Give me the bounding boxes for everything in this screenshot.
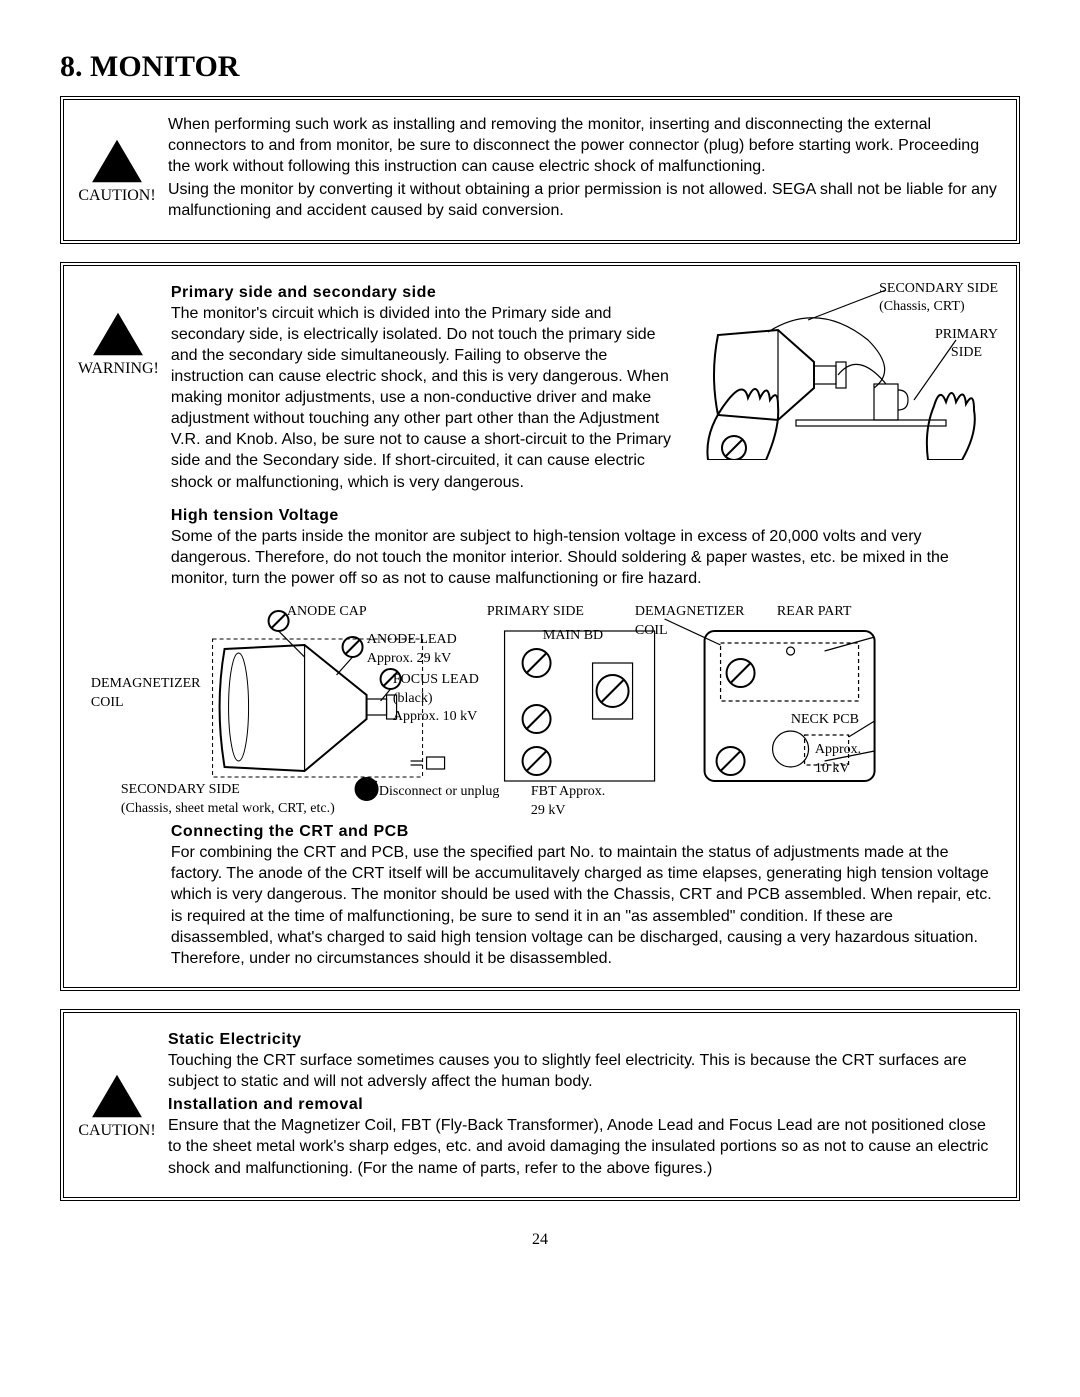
b3-s1-body: Touching the CRT surface sometimes cause… xyxy=(168,1050,998,1092)
s3-title: Connecting the CRT and PCB xyxy=(171,821,998,842)
page-number: 24 xyxy=(60,1231,1020,1249)
warning-triangle-icon xyxy=(89,310,147,358)
warning-triangle-icon xyxy=(88,1072,146,1120)
box1-p2: Using the monitor by converting it witho… xyxy=(168,179,998,221)
lbl-approx10: Approx. xyxy=(815,742,861,757)
lbl-secondary2: (Chassis, sheet metal work, CRT, etc.) xyxy=(121,801,335,816)
box2-content: Primary side and secondary side The moni… xyxy=(171,280,998,971)
diagram-crt-hands: SECONDARY SIDE (Chassis, CRT) PRIMARY SI… xyxy=(698,280,998,460)
lbl-fbt2: 29 kV xyxy=(531,803,566,818)
caution-box-2: CAUTION! Static Electricity Touching the… xyxy=(60,1009,1020,1201)
lbl-demag-l: DEMAGNETIZER xyxy=(91,676,201,691)
caution-icon-col-2: CAUTION! xyxy=(78,1027,156,1181)
s1-body: The monitor's circuit which is divided i… xyxy=(171,303,684,493)
lbl-fbt: FBT Approx. xyxy=(531,784,605,799)
warning-label: WARNING! xyxy=(78,360,159,378)
caution-label-2: CAUTION! xyxy=(78,1122,155,1140)
lbl-focus-lead3: Approx. 10 kV xyxy=(393,709,477,724)
caution-label: CAUTION! xyxy=(78,187,155,205)
lbl-focus-lead2: (black) xyxy=(393,691,433,706)
caution-box-1: CAUTION! When performing such work as in… xyxy=(60,96,1020,244)
s3-body: For combining the CRT and PCB, use the s… xyxy=(171,842,998,969)
s2-title: High tension Voltage xyxy=(171,505,998,526)
s2-body: Some of the parts inside the monitor are… xyxy=(171,526,998,589)
box1-p1: When performing such work as installing … xyxy=(168,114,998,177)
b3-s1-title: Static Electricity xyxy=(168,1029,998,1050)
b3-s2-title: Installation and removal xyxy=(168,1094,998,1115)
diag1-secondary2: (Chassis, CRT) xyxy=(879,299,965,314)
diag1-primary: PRIMARY xyxy=(935,327,998,342)
warning-box: WARNING! Primary side and secondary side… xyxy=(60,262,1020,991)
lbl-demag-l2: COIL xyxy=(91,695,124,710)
b3-s2-body: Ensure that the Magnetizer Coil, FBT (Fl… xyxy=(168,1115,998,1178)
diagram-monitor-parts: ANODE CAP ANODE LEAD Approx. 29 kV FOCUS… xyxy=(91,601,998,811)
lbl-unplug: Disconnect or unplug xyxy=(379,783,500,801)
lbl-anode-lead2: Approx. 29 kV xyxy=(367,651,451,666)
s1-title: Primary side and secondary side xyxy=(171,282,684,303)
caution-icon-col: CAUTION! xyxy=(78,114,156,224)
lbl-main-bd: MAIN BD xyxy=(543,627,603,645)
lbl-approx10b: 10 kV xyxy=(815,761,850,776)
lbl-rear-part: REAR PART xyxy=(777,603,852,621)
lbl-secondary: SECONDARY SIDE xyxy=(121,782,240,797)
lbl-anode-lead: ANODE LEAD xyxy=(367,632,457,647)
box3-content: Static Electricity Touching the CRT surf… xyxy=(168,1027,998,1181)
box1-content: When performing such work as installing … xyxy=(168,114,998,224)
lbl-demag-r: DEMAGNETIZER xyxy=(635,604,745,619)
lbl-demag-r2: COIL xyxy=(635,623,668,638)
lbl-primary-side: PRIMARY SIDE xyxy=(487,603,584,621)
page-title: 8. MONITOR xyxy=(60,50,1020,84)
lbl-neck-pcb: NECK PCB xyxy=(791,711,859,729)
lbl-focus-lead: FOCUS LEAD xyxy=(393,672,479,687)
diag1-secondary: SECONDARY SIDE xyxy=(879,281,998,296)
diag1-primary2: SIDE xyxy=(951,345,982,360)
lbl-anode-cap: ANODE CAP xyxy=(287,603,367,621)
warning-triangle-icon xyxy=(88,137,146,185)
